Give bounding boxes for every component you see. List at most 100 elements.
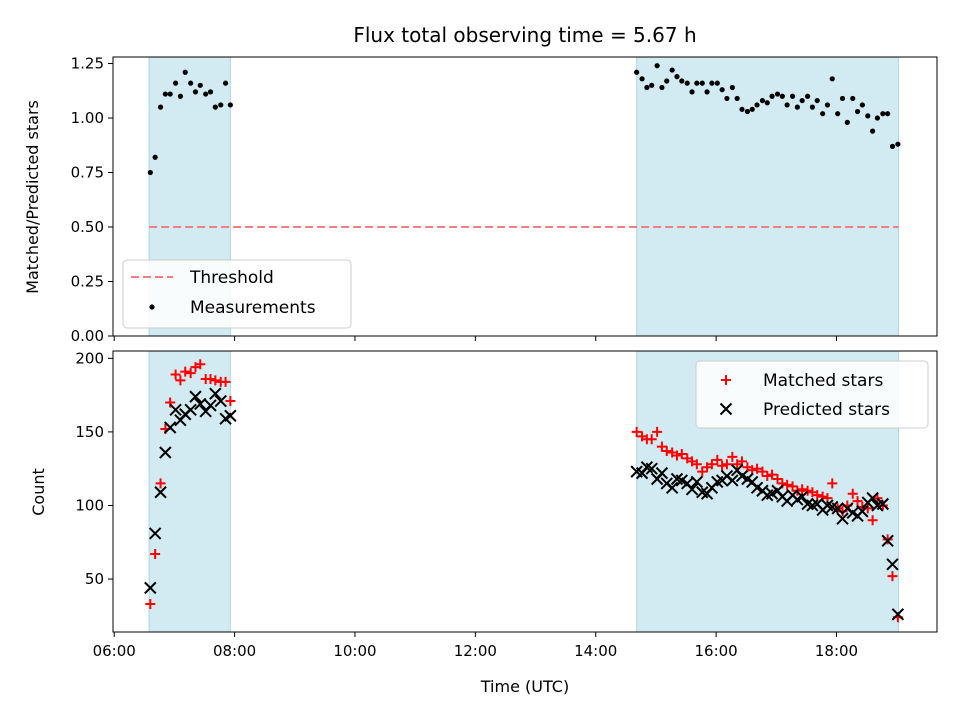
matched-stars-point bbox=[170, 369, 181, 380]
y-tick-label: 1.00 bbox=[71, 109, 104, 127]
matched-stars-point bbox=[691, 459, 702, 470]
measurement-point bbox=[769, 93, 775, 99]
measurement-point bbox=[814, 97, 820, 104]
measurement-point bbox=[880, 111, 886, 117]
measurement-point bbox=[659, 84, 665, 91]
matched-stars-point bbox=[847, 488, 858, 499]
measurement-point bbox=[188, 80, 194, 86]
predicted-stars-point bbox=[836, 512, 849, 525]
matched-stars-point bbox=[721, 459, 732, 470]
measurement-point bbox=[844, 119, 850, 125]
matched-stars-point bbox=[671, 450, 682, 461]
measurement-point bbox=[895, 141, 901, 147]
predicted-stars-point bbox=[169, 403, 182, 417]
x-tick-label: 14:00 bbox=[574, 642, 617, 660]
measurement-point bbox=[835, 111, 841, 117]
measurement-point bbox=[734, 95, 740, 102]
measurement-point bbox=[764, 100, 770, 106]
matched-stars-point bbox=[225, 396, 236, 407]
measurement-point bbox=[789, 93, 796, 99]
matched-stars-point bbox=[210, 375, 221, 386]
predicted-stars-point bbox=[194, 397, 207, 411]
legend-box bbox=[695, 360, 929, 429]
predicted-stars-point bbox=[886, 558, 899, 571]
measurement-point bbox=[694, 80, 700, 86]
y-tick-label: 0.50 bbox=[71, 218, 104, 236]
matched-stars-point bbox=[145, 599, 156, 610]
x-tick-label: 06:00 bbox=[93, 642, 136, 660]
count-panel-frame bbox=[112, 350, 938, 633]
measurement-point bbox=[724, 95, 730, 102]
measurement-point bbox=[874, 115, 881, 121]
predicted-stars-point bbox=[184, 403, 197, 417]
matched-stars-point bbox=[676, 448, 687, 459]
predicted-stars-point bbox=[204, 399, 217, 412]
count-y-axis-label: Count bbox=[29, 468, 48, 516]
matched-stars-point bbox=[772, 473, 783, 484]
x-axis-label: Time (UTC) bbox=[480, 677, 569, 696]
measurement-point bbox=[784, 102, 790, 108]
predicted-stars-point bbox=[645, 462, 658, 475]
measurement-point bbox=[212, 104, 218, 110]
measurement-point bbox=[749, 106, 755, 112]
predicted-stars-point bbox=[856, 505, 869, 518]
predicted-stars-point bbox=[665, 481, 679, 495]
measurement-point bbox=[197, 82, 203, 88]
legend-box bbox=[122, 259, 352, 329]
matched-stars-point bbox=[661, 446, 672, 457]
legend-matched-swatch bbox=[721, 375, 731, 385]
measurement-point bbox=[704, 89, 710, 95]
matched-stars-point bbox=[717, 460, 728, 471]
matched-stars-point bbox=[150, 549, 161, 560]
x-tick-label: 18:00 bbox=[815, 642, 858, 660]
measurement-point bbox=[779, 93, 785, 99]
measurement-point bbox=[809, 104, 816, 110]
matched-stars-point bbox=[175, 375, 186, 386]
measurement-point bbox=[674, 74, 680, 80]
measurement-point bbox=[172, 80, 179, 86]
matched-stars-point bbox=[712, 454, 723, 465]
measurement-point bbox=[639, 76, 645, 82]
measurement-point bbox=[885, 111, 891, 117]
measurement-point bbox=[218, 102, 224, 108]
measurement-point bbox=[719, 87, 725, 93]
measurement-point bbox=[203, 91, 209, 97]
measurement-point bbox=[147, 169, 153, 176]
measurement-point bbox=[222, 80, 229, 86]
measurement-point bbox=[177, 93, 184, 99]
predicted-stars-point bbox=[655, 466, 669, 480]
measurement-point bbox=[684, 80, 690, 86]
measurement-point bbox=[859, 102, 865, 108]
matched-stars-point bbox=[877, 500, 888, 511]
predicted-stars-point bbox=[795, 490, 809, 503]
matched-stars-point bbox=[802, 485, 813, 496]
matched-stars-point bbox=[827, 478, 838, 489]
ratio-panel: 0.00 0.25 0.50 0.75 1.00 1.25 Matched/Predict… bbox=[23, 55, 938, 345]
predicted-stars-point bbox=[224, 409, 237, 422]
matched-stars-point bbox=[812, 490, 823, 501]
y-tick-label: 0.00 bbox=[71, 327, 104, 345]
measurement-point bbox=[157, 104, 164, 110]
predicted-stars-point bbox=[163, 421, 177, 434]
measurement-point bbox=[850, 95, 856, 102]
matched-stars-point bbox=[656, 441, 667, 452]
measurement-point bbox=[754, 102, 760, 108]
measurement-point bbox=[654, 63, 660, 69]
measurement-point bbox=[679, 78, 685, 84]
matched-stars-point bbox=[757, 466, 768, 477]
ratio-y-axis-label: Matched/Predicted stars bbox=[23, 100, 42, 294]
ratio-legend: Threshold Measurements bbox=[122, 259, 352, 329]
matched-stars-point bbox=[155, 478, 166, 489]
predicted-stars-point bbox=[876, 497, 890, 511]
y-tick-label: 0.75 bbox=[71, 164, 104, 182]
predicted-stars-point bbox=[726, 474, 739, 487]
matched-stars-point bbox=[205, 373, 216, 384]
legend-threshold-label: Threshold bbox=[189, 268, 274, 288]
observing-window-2 bbox=[636, 56, 899, 337]
y-tick-label: 150 bbox=[75, 423, 104, 441]
predicted-stars-point bbox=[159, 446, 172, 459]
measurement-point bbox=[774, 91, 781, 97]
x-tick-label: 12:00 bbox=[454, 642, 497, 660]
matched-stars-point bbox=[797, 484, 808, 495]
